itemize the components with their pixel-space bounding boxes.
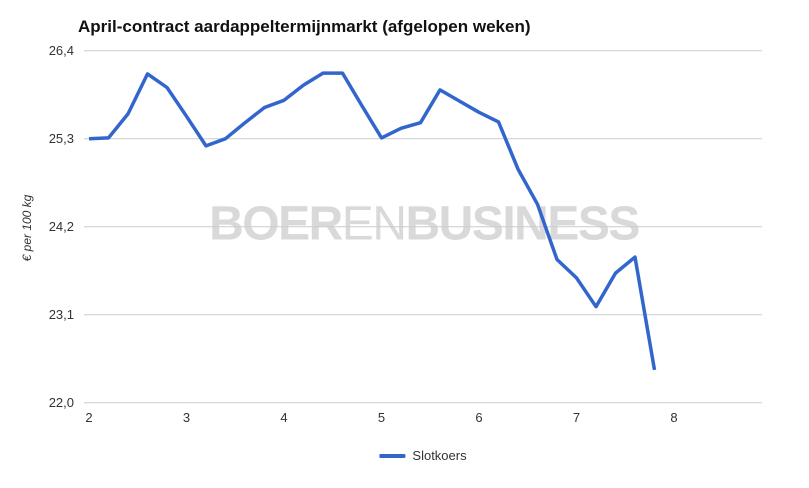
y-tick-label: 24,2 <box>48 218 74 234</box>
x-tick-label: 4 <box>280 410 288 425</box>
watermark-boerenbusiness: BOERENBUSINESS <box>209 197 640 252</box>
watermark-part-bold-right: BUSINESS <box>405 197 640 251</box>
x-tick-label: 5 <box>377 410 386 425</box>
x-tick-label: 2 <box>85 410 93 425</box>
chart-title: April-contract aardappeltermijnmarkt (af… <box>78 17 531 36</box>
watermark-part-light-mid: EN <box>341 197 407 251</box>
y-tick-label: 23,1 <box>48 306 74 322</box>
legend-label: Slotkoers <box>412 448 467 463</box>
y-tick-label: 22,0 <box>48 394 74 410</box>
y-tick-label: 26,4 <box>48 42 74 58</box>
legend: Slotkoers <box>379 448 467 463</box>
x-tick-label: 3 <box>182 410 191 425</box>
x-tick-label: 8 <box>670 410 678 425</box>
y-tick-label: 25,3 <box>48 130 74 146</box>
x-tick-label: 6 <box>475 410 483 425</box>
watermark-part-bold-left: BOER <box>209 197 343 251</box>
series-line-slotkoers <box>88 71 657 371</box>
gridlines <box>84 50 762 404</box>
x-tick-label: 7 <box>572 410 581 425</box>
legend-line-swatch <box>379 453 406 458</box>
